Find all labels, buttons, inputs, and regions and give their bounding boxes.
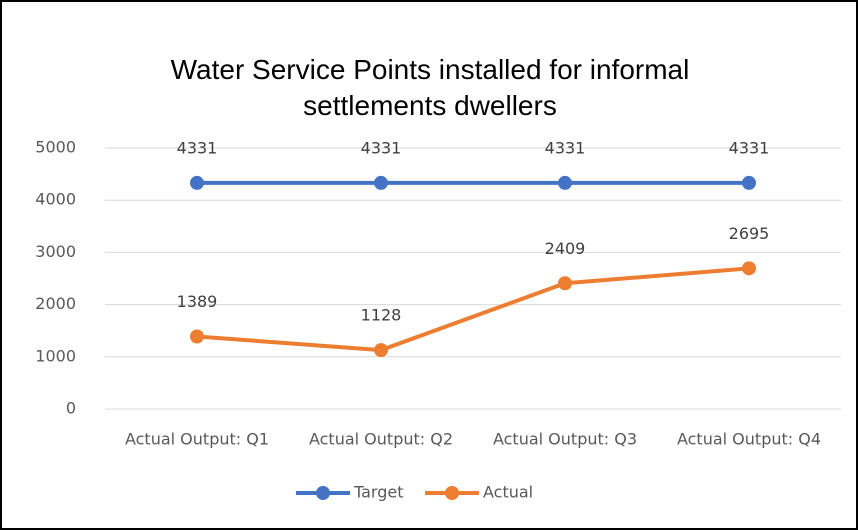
x-tick-label: Actual Output: Q3 [493, 430, 637, 449]
x-tick-label: Actual Output: Q2 [309, 430, 453, 449]
data-label: 2695 [729, 224, 770, 243]
point-marker [742, 261, 756, 276]
data-label: 4331 [177, 138, 218, 157]
legend-label: Target [353, 483, 404, 502]
point-marker [558, 175, 572, 190]
point-marker [558, 276, 572, 291]
data-label: 1128 [361, 306, 402, 325]
point-marker [374, 175, 388, 190]
legend-marker [445, 486, 459, 500]
data-label: 1389 [177, 292, 218, 311]
point-marker [190, 175, 204, 190]
point-marker [374, 343, 388, 358]
data-label: 4331 [729, 138, 770, 157]
x-tick-label: Actual Output: Q1 [125, 430, 269, 449]
x-tick-label: Actual Output: Q4 [677, 430, 821, 449]
y-tick-label: 2000 [35, 294, 76, 313]
data-label: 4331 [545, 138, 586, 157]
data-label: 4331 [361, 138, 402, 157]
point-marker [742, 175, 756, 190]
series-line [196, 266, 750, 353]
legend-label: Actual [483, 483, 533, 502]
y-tick-label: 4000 [35, 190, 76, 209]
y-tick-label: 3000 [35, 242, 76, 261]
y-tick-label: 0 [66, 399, 76, 418]
y-tick-label: 1000 [35, 346, 76, 365]
chart-title: Water Service Points installed for infor… [170, 54, 690, 121]
legend-marker [316, 486, 330, 500]
point-marker [190, 329, 204, 344]
y-tick-label: 5000 [35, 138, 76, 157]
data-label: 2409 [545, 239, 586, 258]
